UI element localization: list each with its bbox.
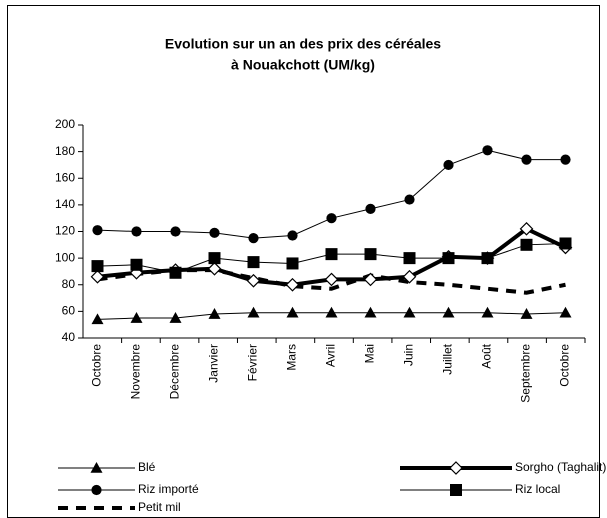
marker <box>404 194 415 205</box>
marker <box>170 226 181 237</box>
marker <box>442 252 455 265</box>
x-tick-label: Janvier <box>207 344 221 383</box>
legend-label: Blé <box>138 460 156 474</box>
legend-marker <box>449 461 463 475</box>
marker <box>207 261 222 276</box>
marker <box>482 145 493 156</box>
marker <box>521 154 532 165</box>
x-tick-label: Septembre <box>519 344 533 403</box>
x-tick-label: Avril <box>324 344 338 367</box>
marker <box>169 312 182 323</box>
x-tick-label: Juillet <box>441 343 455 374</box>
marker <box>519 221 534 236</box>
marker <box>520 238 533 251</box>
y-tick-label: 100 <box>55 250 75 264</box>
marker <box>209 227 220 238</box>
marker <box>248 233 259 244</box>
x-tick-label: Octobre <box>90 344 104 387</box>
marker <box>285 277 300 292</box>
marker <box>324 272 339 287</box>
legend-marker <box>450 484 462 496</box>
chart-title: à Nouakchott (UM/kg) <box>231 57 375 73</box>
legend-marker <box>91 484 102 496</box>
marker <box>247 256 260 269</box>
y-tick-label: 140 <box>55 197 75 211</box>
y-tick-label: 180 <box>55 144 75 158</box>
y-tick-label: 80 <box>62 277 76 291</box>
legend-label: Riz local <box>515 482 560 496</box>
y-tick-label: 40 <box>62 330 76 344</box>
marker <box>363 272 378 287</box>
marker <box>246 273 261 288</box>
legend-marker <box>90 462 103 473</box>
marker <box>130 312 143 323</box>
marker <box>286 257 299 270</box>
x-tick-label: Août <box>480 343 494 368</box>
marker <box>481 252 494 265</box>
marker <box>560 154 571 165</box>
marker <box>326 213 337 224</box>
x-tick-label: Octobre <box>558 344 572 387</box>
marker <box>92 225 103 236</box>
legend-label: Sorgho (Taghalit) <box>515 460 606 474</box>
marker <box>325 306 338 318</box>
x-tick-label: Mai <box>363 344 377 363</box>
marker <box>286 306 299 318</box>
chart-frame <box>7 5 600 518</box>
marker <box>325 248 338 261</box>
y-tick-label: 60 <box>62 304 76 318</box>
marker <box>208 308 221 319</box>
marker <box>559 237 572 250</box>
y-tick-label: 160 <box>55 170 75 184</box>
marker <box>364 248 377 261</box>
marker <box>443 159 454 171</box>
marker <box>131 226 142 237</box>
marker <box>403 252 416 265</box>
x-tick-label: Février <box>246 344 260 381</box>
y-tick-label: 200 <box>55 117 75 131</box>
y-tick-label: 120 <box>55 224 75 238</box>
marker <box>365 203 376 214</box>
marker <box>91 313 104 325</box>
marker <box>91 260 104 273</box>
x-tick-label: Mars <box>285 344 299 371</box>
legend-label: Petit mil <box>138 500 181 514</box>
x-tick-label: Décembre <box>168 344 182 400</box>
marker <box>247 306 260 318</box>
chart-title: Evolution sur un an des prix des céréale… <box>165 36 441 52</box>
marker <box>481 306 494 318</box>
x-tick-label: Novembre <box>129 344 143 400</box>
marker <box>169 266 182 279</box>
marker <box>559 306 572 318</box>
marker <box>403 306 416 318</box>
marker <box>90 269 105 284</box>
x-tick-label: Juin <box>402 344 416 366</box>
marker <box>402 269 417 284</box>
legend-label: Riz importé <box>138 482 199 496</box>
marker <box>130 258 143 271</box>
marker <box>287 230 298 241</box>
marker <box>442 306 455 318</box>
marker <box>520 308 533 319</box>
marker <box>208 252 221 265</box>
marker <box>364 306 377 318</box>
